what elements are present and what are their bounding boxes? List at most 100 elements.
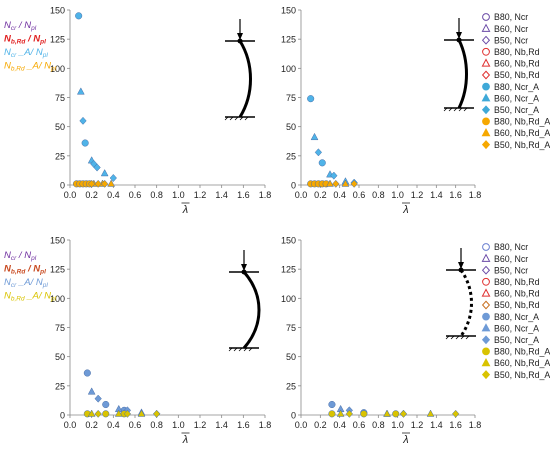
support-hatch xyxy=(443,107,448,112)
x-tick-label: 1.8 xyxy=(259,420,272,430)
legend-label: B50, Nb,Rd xyxy=(494,70,540,80)
y-tick-label: 0 xyxy=(291,411,296,421)
legend-label: B60, Ncr xyxy=(494,24,528,34)
legend-label: B80, Ncr xyxy=(494,12,528,22)
chart-bottom-left: 0 25 50 75 100 125 150 0.0 0.2 0.4 0.6 0.8 1.0 1.2 1.4… xyxy=(4,236,271,447)
data-point xyxy=(81,139,89,147)
annotation-label: Nb,Rd / Npl xyxy=(4,264,46,276)
annotation-label: Ncr / Npl xyxy=(4,250,37,262)
annotation-label: Ncr / Npl xyxy=(4,20,37,32)
x-tick-label: 1.8 xyxy=(469,420,482,430)
support-hatch xyxy=(465,335,470,340)
legend-label: B50, Nb,Rd_A xyxy=(494,370,550,380)
support-hatch xyxy=(248,347,253,352)
x-tick-label: 0.4 xyxy=(333,420,346,430)
x-tick-label: 1.4 xyxy=(430,420,443,430)
x-tick-label: 1.2 xyxy=(194,420,207,430)
x-tick-label: 0.2 xyxy=(85,190,98,200)
data-point xyxy=(392,410,400,418)
legend-marker xyxy=(481,128,491,137)
data-point xyxy=(87,387,96,395)
support-hatch xyxy=(224,116,229,121)
deformed-member xyxy=(238,40,252,118)
data-point xyxy=(88,179,96,188)
y-tick-label: 150 xyxy=(281,236,296,246)
legend-marker xyxy=(481,23,491,32)
data-point xyxy=(360,410,368,418)
legend-marker xyxy=(482,347,490,356)
data-point xyxy=(87,409,96,417)
x-tick-label: 1.0 xyxy=(391,190,404,200)
legend-marker xyxy=(481,70,491,80)
legend-marker xyxy=(482,243,490,251)
column-schematic-icon xyxy=(445,248,476,340)
x-tick-label: 0.2 xyxy=(85,420,98,430)
data-point xyxy=(336,409,345,417)
legend-label: B60, Nb,Rd_A xyxy=(494,128,550,138)
legend-label: B80, Ncr xyxy=(494,242,528,252)
data-point xyxy=(310,132,319,141)
x-axis-label: λ xyxy=(402,434,408,446)
data-point xyxy=(332,179,340,188)
legend-label: B50, Nb,Rd_A xyxy=(494,140,550,150)
legend-marker xyxy=(481,253,491,262)
deformed-member xyxy=(459,269,473,337)
annotation-label: Nb,Rd _A/ Npl xyxy=(4,291,57,303)
y-tick-label: 125 xyxy=(50,265,65,275)
legend-label: B60, Ncr_A xyxy=(494,93,539,103)
y-tick-label: 25 xyxy=(55,381,65,391)
data-point xyxy=(326,179,334,187)
support-hatch xyxy=(450,335,455,340)
legend-label: B80, Ncr_A xyxy=(494,312,539,322)
data-point xyxy=(123,409,132,418)
y-tick-label: 75 xyxy=(55,323,65,333)
support-hatch xyxy=(239,116,244,121)
legend-marker xyxy=(481,140,491,150)
y-tick-label: 75 xyxy=(286,93,296,103)
legend-label: B50, Ncr_A xyxy=(494,105,539,115)
data-point xyxy=(345,409,353,418)
x-tick-label: 1.8 xyxy=(469,190,482,200)
y-tick-label: 50 xyxy=(55,352,65,362)
y-tick-label: 75 xyxy=(55,93,65,103)
legend-label: B80, Nb,Rd xyxy=(494,277,540,287)
y-tick-label: 125 xyxy=(281,265,296,275)
legend-marker xyxy=(482,312,490,321)
data-point xyxy=(76,87,85,95)
data-point xyxy=(93,163,101,172)
chart-top-left: 0 25 50 75 100 125 150 0.0 0.2 0.4 0.6 0.8 1.0 1.2 1.4… xyxy=(4,6,271,217)
x-tick-label: 0.8 xyxy=(150,190,163,200)
y-tick-label: 25 xyxy=(286,381,296,391)
data-point xyxy=(101,179,109,188)
legend-label: B50, Ncr xyxy=(494,265,528,275)
x-tick-label: 0.0 xyxy=(64,190,77,200)
y-tick-label: 125 xyxy=(281,35,296,45)
support-hatch xyxy=(229,116,234,121)
support-hatch xyxy=(453,107,458,112)
data-point xyxy=(102,410,110,418)
support-hatch xyxy=(448,107,453,112)
data-point xyxy=(426,409,435,417)
legend-marker xyxy=(482,13,490,21)
data-point xyxy=(314,148,323,157)
legend-label: B60, Nb,Rd xyxy=(494,289,540,299)
support-hatch xyxy=(445,335,450,340)
data-point xyxy=(83,369,91,377)
data-point xyxy=(341,179,350,187)
support-hatch xyxy=(455,335,460,340)
data-point xyxy=(328,410,336,418)
deformed-member xyxy=(242,271,261,349)
x-tick-label: 0.4 xyxy=(107,420,120,430)
x-tick-label: 0.8 xyxy=(150,420,163,430)
x-tick-label: 0.0 xyxy=(64,420,77,430)
y-tick-label: 50 xyxy=(55,122,65,132)
legend-marker xyxy=(481,335,491,345)
load-arrow-head xyxy=(241,264,247,271)
x-tick-label: 1.0 xyxy=(172,190,185,200)
y-tick-label: 50 xyxy=(286,352,296,362)
deformed-member xyxy=(457,39,468,109)
data-point xyxy=(79,116,87,125)
x-tick-label: 0.8 xyxy=(372,420,385,430)
